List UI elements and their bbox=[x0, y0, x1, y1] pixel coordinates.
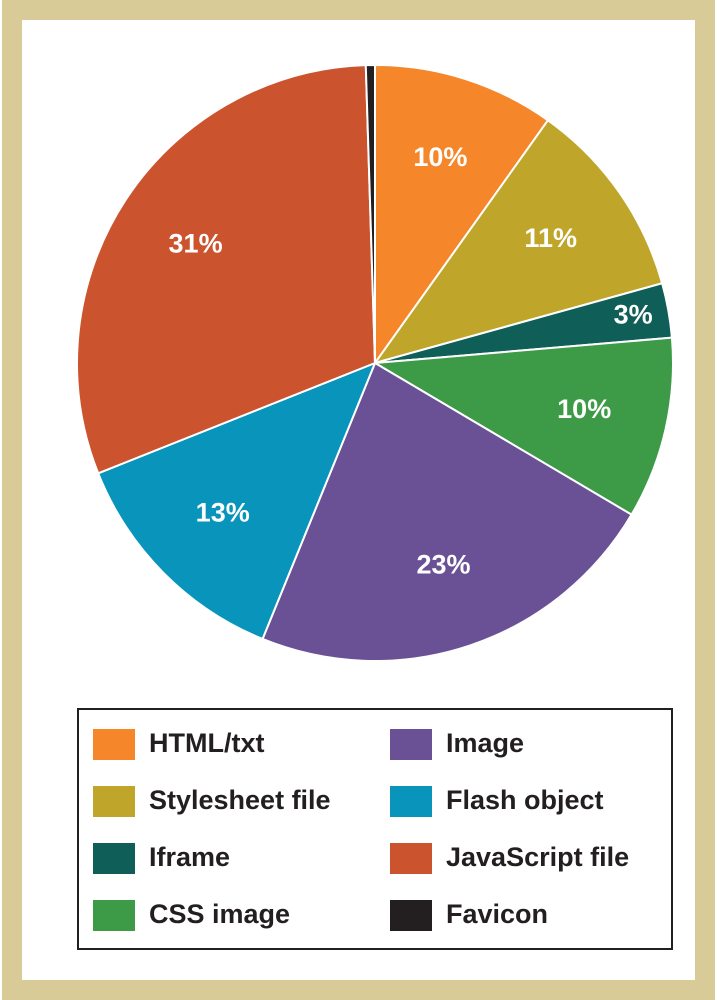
pie-slice bbox=[364, 63, 376, 364]
data-label: 10% bbox=[557, 394, 611, 424]
legend-label: Image bbox=[446, 728, 524, 758]
legend-swatch bbox=[93, 900, 135, 931]
legend-label: Flash object bbox=[446, 785, 604, 815]
pie-slice bbox=[374, 63, 550, 367]
data-label: 11% bbox=[524, 223, 577, 253]
legend-label: CSS image bbox=[149, 899, 290, 929]
legend-swatch bbox=[93, 786, 135, 817]
legend-label: Iframe bbox=[149, 842, 230, 872]
legend-label: Favicon bbox=[446, 899, 548, 929]
data-label: 10% bbox=[413, 142, 467, 172]
data-label: 13% bbox=[196, 497, 250, 527]
legend-label: JavaScript file bbox=[446, 842, 629, 872]
pie-slice bbox=[261, 361, 633, 662]
pie-slice bbox=[371, 336, 674, 517]
data-label: 23% bbox=[416, 549, 470, 579]
legend-box bbox=[77, 708, 673, 950]
data-label: 31% bbox=[169, 228, 223, 258]
legend-swatch bbox=[390, 843, 432, 874]
data-label: 3% bbox=[614, 300, 653, 330]
legend-swatch bbox=[390, 729, 432, 760]
legend-swatch bbox=[390, 786, 432, 817]
legend-label: HTML/txt bbox=[149, 728, 264, 758]
legend-swatch bbox=[93, 729, 135, 760]
pie-slice bbox=[96, 361, 377, 641]
legend-swatch bbox=[390, 900, 432, 931]
legend-swatch bbox=[93, 843, 135, 874]
pie-slice bbox=[76, 64, 377, 475]
legend-label: Stylesheet file bbox=[149, 785, 331, 815]
